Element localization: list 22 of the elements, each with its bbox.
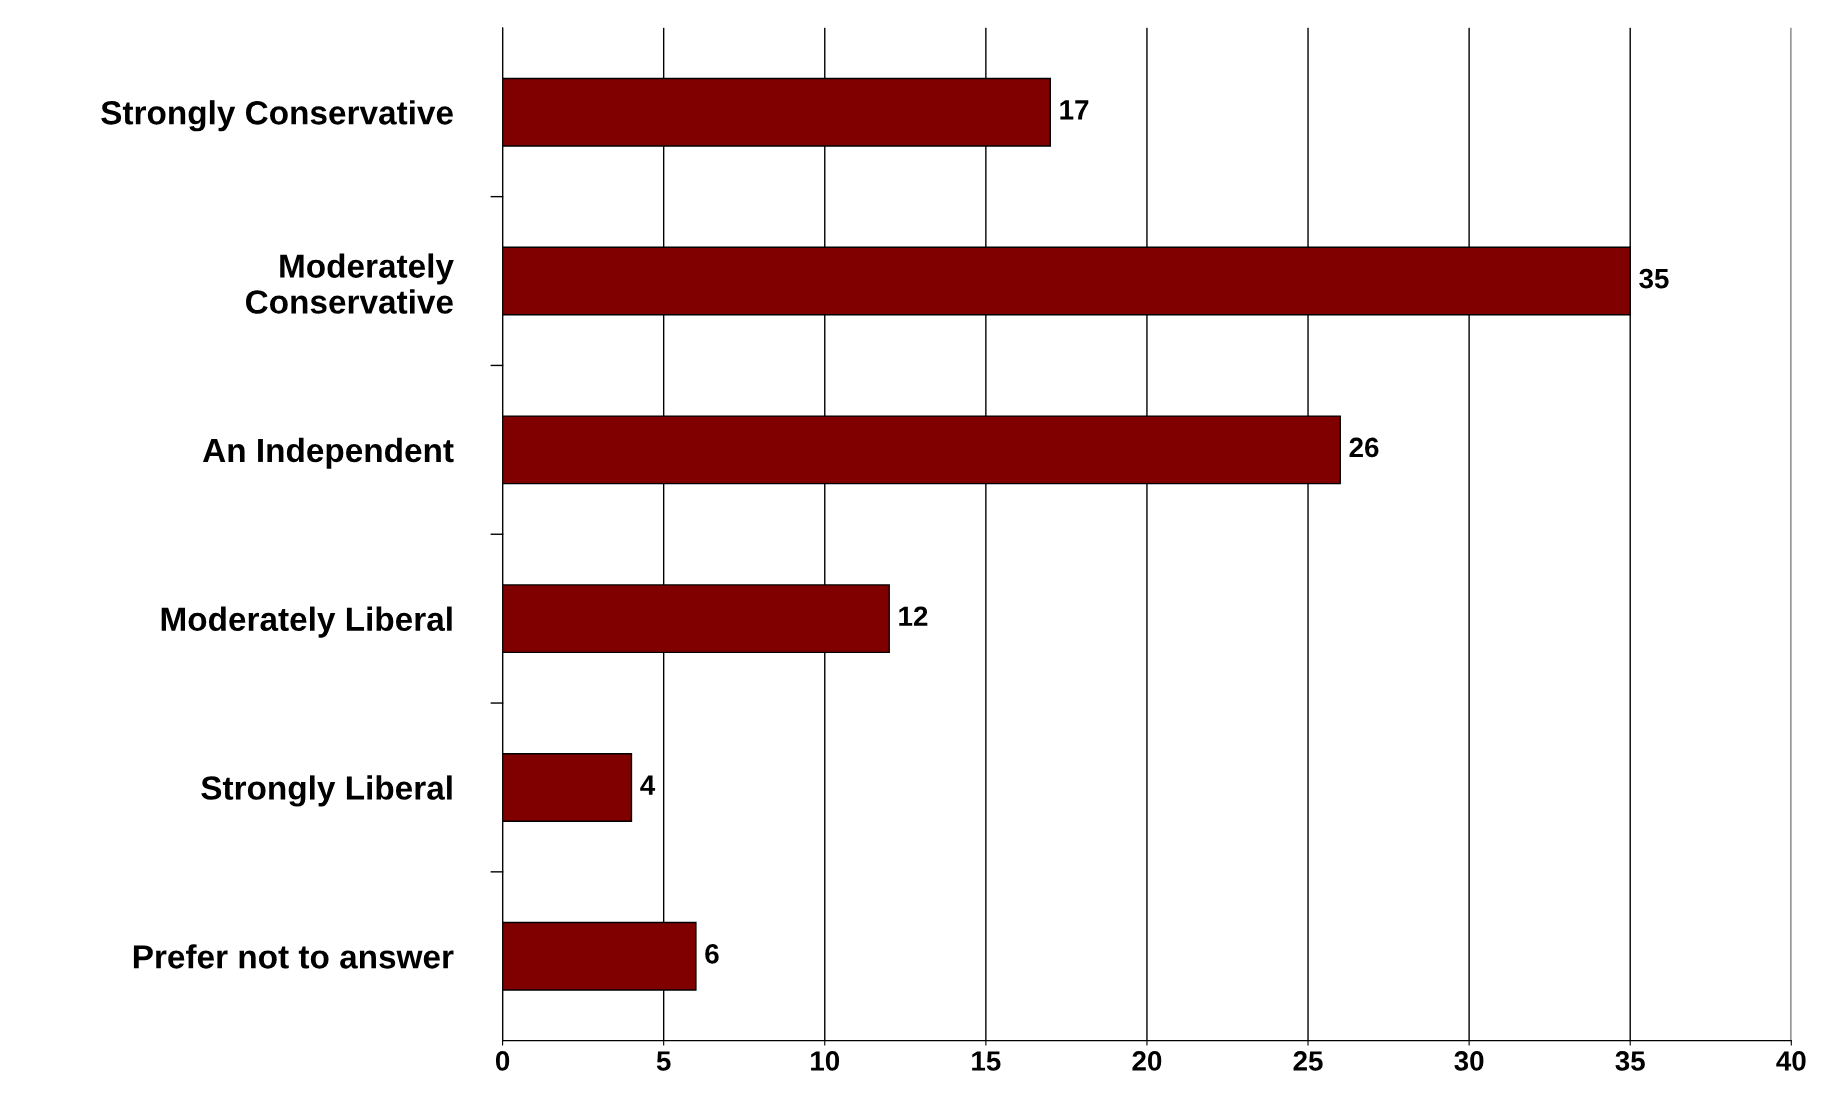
- y-tick-label: Prefer not to answer: [133, 944, 454, 969]
- x-tick-label: 15: [972, 1051, 1001, 1071]
- x-tick-label: 40: [1776, 1051, 1806, 1071]
- data-label: 6: [705, 944, 719, 964]
- x-tick-label: 0: [495, 1051, 510, 1071]
- data-label: 12: [899, 606, 928, 626]
- x-tick-label: 25: [1293, 1051, 1323, 1071]
- data-label: 26: [1349, 437, 1379, 458]
- data-label: 4: [640, 775, 656, 795]
- x-tick-label: 10: [811, 1051, 840, 1071]
- y-tick-label: Strongly Conservative: [101, 100, 453, 132]
- data-label: 35: [1639, 268, 1669, 289]
- y-tick-label: Moderately Liberal: [161, 606, 452, 638]
- y-tick-label: Moderately Conservative: [246, 253, 454, 314]
- bar: [502, 752, 633, 822]
- y-tick-label: Strongly Liberal: [201, 775, 452, 807]
- x-tick-label: 20: [1132, 1051, 1162, 1071]
- y-tick-label: An Independent: [202, 437, 454, 469]
- x-tick-label: 5: [656, 1051, 671, 1071]
- x-tick-label: 30: [1454, 1051, 1484, 1071]
- data-label: 17: [1060, 100, 1089, 120]
- x-tick-label: 35: [1615, 1051, 1645, 1071]
